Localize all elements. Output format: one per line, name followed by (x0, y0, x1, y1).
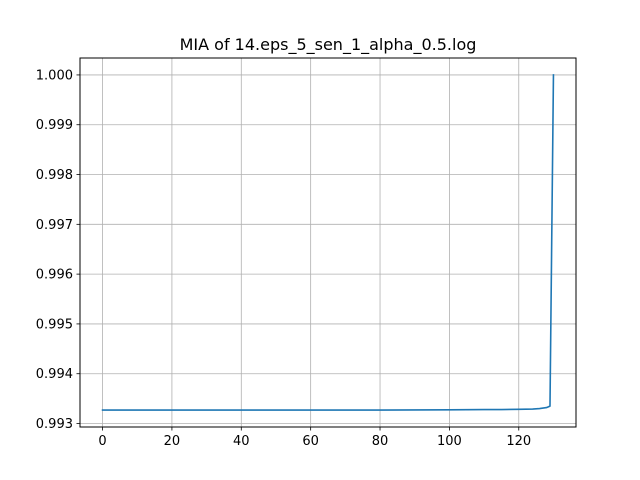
y-tick-label: 0.994 (36, 367, 73, 382)
x-tick-label: 100 (437, 434, 462, 449)
x-tick-label: 120 (506, 434, 531, 449)
y-tick-label: 0.993 (36, 417, 73, 432)
grid (80, 58, 576, 427)
x-tick-label: 80 (372, 434, 389, 449)
series-line (101, 74, 555, 411)
x-tick-label: 20 (164, 434, 181, 449)
plot-frame (79, 57, 577, 428)
x-axis: 0 20 40 60 80 100 120 (98, 427, 531, 449)
y-tick-label: 0.997 (36, 218, 73, 233)
y-axis: 0.993 0.994 0.995 0.996 0.997 0.998 0.999 1.000 (36, 68, 80, 432)
y-tick-label: 0.998 (36, 168, 73, 183)
x-tick-label: 40 (233, 434, 250, 449)
y-tick-label: 1.000 (36, 68, 73, 83)
y-tick-label: 0.999 (36, 118, 73, 133)
x-tick-label: 0 (98, 434, 106, 449)
chart-title: MIA of 14.eps_5_sen_1_alpha_0.5.log (180, 35, 477, 55)
series-group (101, 74, 555, 411)
y-tick-label: 0.996 (36, 268, 73, 283)
y-tick-label: 0.995 (36, 317, 73, 332)
x-tick-label: 60 (302, 434, 319, 449)
